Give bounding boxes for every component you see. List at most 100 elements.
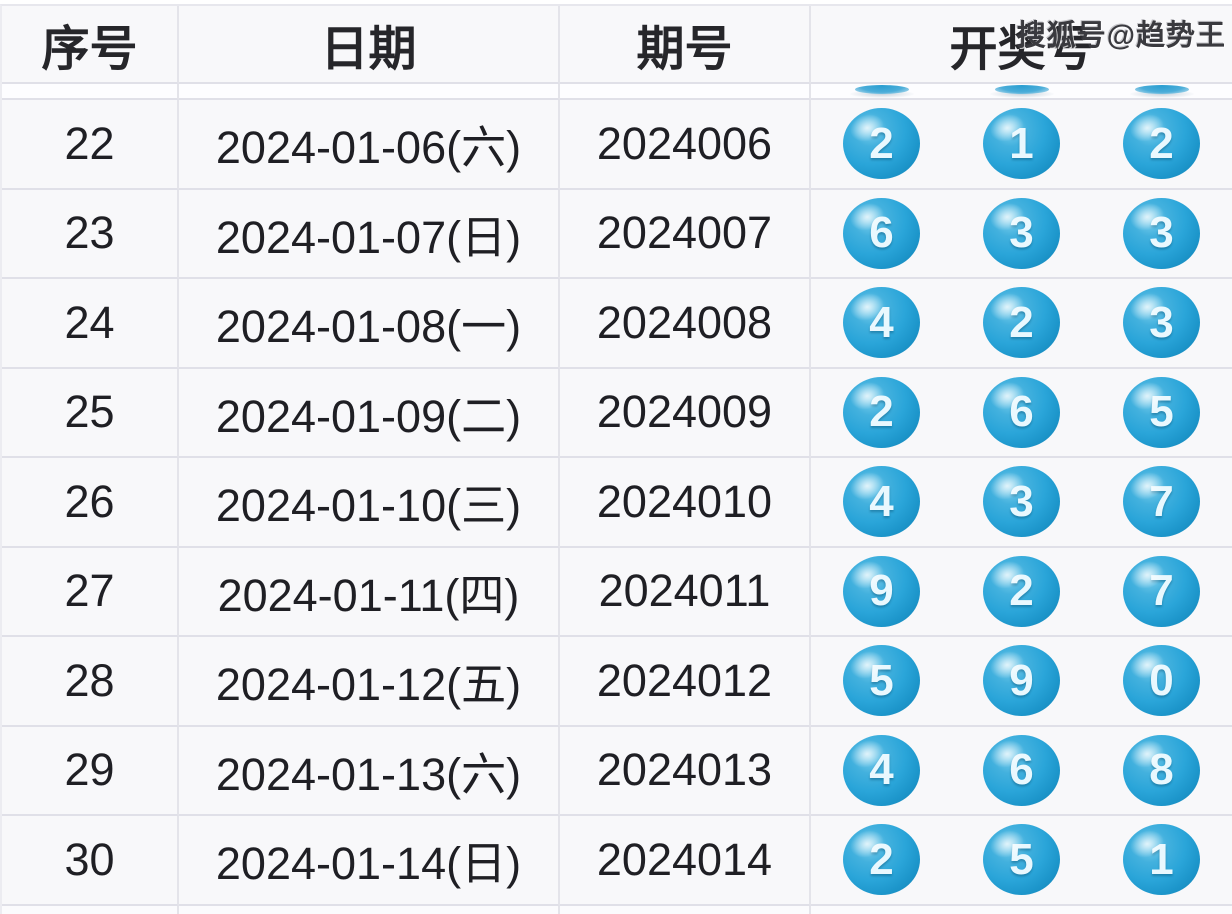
lottery-ball: 6 [983, 376, 1060, 455]
lottery-ball: 7 [1123, 466, 1200, 545]
ball-number: 6 [1009, 745, 1034, 795]
ball-number: 7 [1149, 476, 1174, 526]
lottery-ball: 5 [983, 824, 1060, 903]
period-cell: 2024011 [560, 547, 811, 637]
date-cell: 2024-01-11(四) [179, 547, 560, 637]
lottery-ball: 3 [983, 466, 1060, 545]
lottery-ball: 4 [843, 287, 920, 366]
lottery-ball: 2 [843, 108, 920, 187]
table-row: 28 2024-01-12(五) 2024012 5 9 0 [0, 637, 1232, 727]
empty-cell [179, 84, 560, 100]
ball-number: 1 [1009, 118, 1034, 168]
lottery-ball: 5 [843, 645, 920, 724]
numbers-cell: 2 5 1 [811, 816, 1232, 906]
date-cell: 2024-01-06(六) [179, 100, 560, 190]
table-row: 23 2024-01-07(日) 2024007 6 3 3 [0, 189, 1232, 279]
numbers-cell: 5 9 0 [811, 637, 1232, 727]
ball-number: 2 [1009, 566, 1034, 616]
table-header-row: 序号 日期 期号 开奖号 [0, 4, 1232, 84]
empty-cell [560, 84, 811, 100]
ball-number: 7 [1149, 566, 1174, 616]
partial-previous-row [0, 84, 1232, 100]
serial-cell: 27 [2, 547, 179, 637]
ball-number: 5 [869, 655, 894, 705]
ball-remnants-cell [811, 84, 1232, 100]
ball-number: 2 [1009, 297, 1034, 347]
empty-cell [2, 84, 179, 100]
serial-cell: 25 [2, 368, 179, 458]
numbers-cell: 4 6 8 [811, 726, 1232, 816]
lottery-ball: 2 [1123, 108, 1200, 187]
table-row: 27 2024-01-11(四) 2024011 9 2 7 [0, 547, 1232, 637]
column-header-period: 期号 [560, 6, 811, 84]
period-cell: 2024006 [560, 100, 811, 190]
lottery-ball: 1 [983, 108, 1060, 187]
lottery-ball: 2 [843, 824, 920, 903]
lottery-ball: 1 [1123, 824, 1200, 903]
ball-number: 9 [869, 566, 894, 616]
ball-number: 4 [869, 745, 894, 795]
lottery-ball: 3 [983, 197, 1060, 276]
column-header-serial: 序号 [2, 6, 179, 84]
empty-cell [2, 905, 179, 914]
lottery-ball: 3 [1123, 197, 1200, 276]
ball-number: 9 [1009, 655, 1034, 705]
empty-cell [560, 905, 811, 914]
serial-cell: 23 [2, 189, 179, 279]
serial-cell: 22 [2, 100, 179, 190]
ball-number: 4 [869, 297, 894, 347]
lottery-ball: 5 [1123, 376, 1200, 455]
ball-number: 6 [869, 208, 894, 258]
ball-number: 2 [1149, 118, 1174, 168]
ball-number: 1 [1149, 834, 1174, 884]
lottery-ball: 9 [983, 645, 1060, 724]
lottery-ball: 9 [843, 555, 920, 634]
lottery-ball: 2 [843, 376, 920, 455]
serial-cell: 28 [2, 637, 179, 727]
ball-number: 3 [1009, 208, 1034, 258]
lottery-ball: 7 [1123, 555, 1200, 634]
ball-remnant [1123, 84, 1200, 98]
lottery-ball: 0 [1123, 645, 1200, 724]
ball-number: 3 [1149, 208, 1174, 258]
ball-number: 5 [1149, 387, 1174, 437]
ball-remnant [843, 84, 920, 98]
serial-cell: 29 [2, 726, 179, 816]
table-row: 22 2024-01-06(六) 2024006 2 1 2 [0, 100, 1232, 190]
date-cell: 2024-01-14(日) [179, 816, 560, 906]
lottery-ball: 6 [983, 734, 1060, 813]
lottery-ball: 2 [983, 287, 1060, 366]
table-row: 30 2024-01-14(日) 2024014 2 5 1 [0, 816, 1232, 906]
ball-number: 8 [1149, 745, 1174, 795]
ball-number: 2 [869, 387, 894, 437]
lottery-ball: 2 [983, 555, 1060, 634]
serial-cell: 26 [2, 458, 179, 548]
ball-number: 4 [869, 476, 894, 526]
table-row: 25 2024-01-09(二) 2024009 2 6 5 [0, 368, 1232, 458]
column-header-date: 日期 [179, 6, 560, 84]
period-cell: 2024014 [560, 816, 811, 906]
serial-cell: 30 [2, 816, 179, 906]
period-cell: 2024007 [560, 189, 811, 279]
table-row: 29 2024-01-13(六) 2024013 4 6 8 [0, 726, 1232, 816]
date-cell: 2024-01-09(二) [179, 368, 560, 458]
numbers-cell: 6 3 3 [811, 189, 1232, 279]
table-body: 22 2024-01-06(六) 2024006 2 1 2 23 2024-01-07(日)… [0, 100, 1232, 906]
numbers-cell: 9 2 7 [811, 547, 1232, 637]
period-cell: 2024013 [560, 726, 811, 816]
date-cell: 2024-01-07(日) [179, 189, 560, 279]
ball-number: 0 [1149, 655, 1174, 705]
date-cell: 2024-01-12(五) [179, 637, 560, 727]
ball-number: 3 [1149, 297, 1174, 347]
ball-number: 5 [1009, 834, 1034, 884]
column-header-numbers: 开奖号 [811, 6, 1232, 84]
period-cell: 2024008 [560, 279, 811, 369]
table-row: 24 2024-01-08(一) 2024008 4 2 3 [0, 279, 1232, 369]
empty-cell [179, 905, 560, 914]
lottery-ball: 4 [843, 466, 920, 545]
date-cell: 2024-01-08(一) [179, 279, 560, 369]
period-cell: 2024010 [560, 458, 811, 548]
table-row: 26 2024-01-10(三) 2024010 4 3 7 [0, 458, 1232, 548]
date-cell: 2024-01-13(六) [179, 726, 560, 816]
